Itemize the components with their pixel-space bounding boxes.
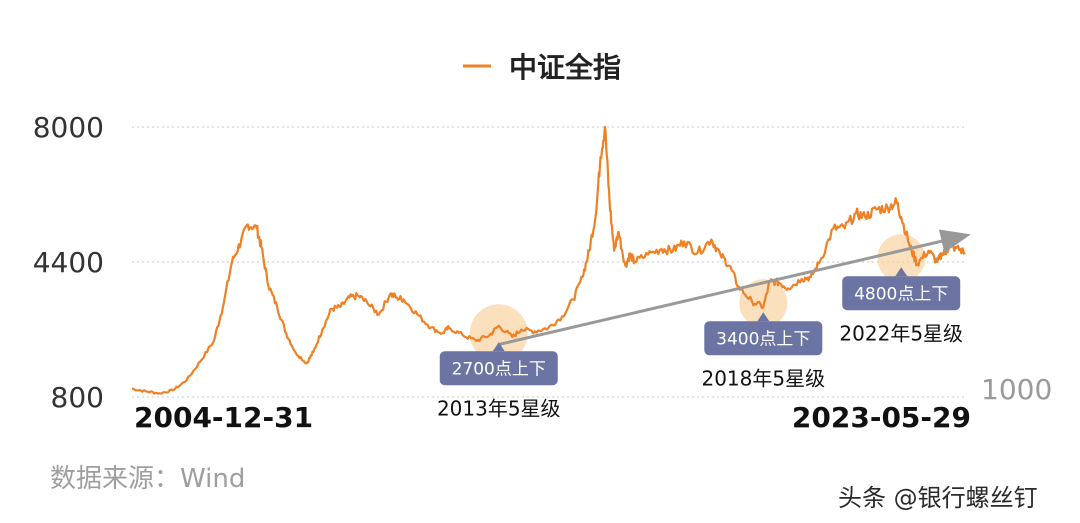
callout-label-1: 3400点上下 <box>716 329 810 349</box>
callout-pointer-2 <box>895 267 908 277</box>
x-axis: 2004-12-31 2023-05-29 <box>134 401 971 434</box>
legend: 中证全指 <box>463 51 621 84</box>
y-tick-label-0: 8000 <box>33 111 104 144</box>
x-tick-label-0: 2004-12-31 <box>134 401 313 434</box>
callout-box-2 <box>842 276 961 311</box>
legend-label: 中证全指 <box>509 51 621 84</box>
callout-pointer-1 <box>757 312 770 322</box>
rating-label-1: 2018年5星级 <box>701 366 825 390</box>
x-tick-label-1: 2023-05-29 <box>792 401 971 434</box>
series-line-0 <box>131 125 966 395</box>
series-layer <box>131 125 966 395</box>
y-axis: 8000 4400 800 1000 <box>33 111 1053 414</box>
callout-pointer-0 <box>492 342 505 352</box>
highlight-circle-0 <box>469 304 528 363</box>
y-tick-label-1: 4400 <box>33 246 104 279</box>
y-right-tick-label-0: 1000 <box>981 373 1052 406</box>
callout-label-0: 2700点上下 <box>452 359 546 379</box>
trend-layer <box>498 229 971 346</box>
data-source-note: 数据来源：Wind <box>50 464 246 494</box>
rating-label-0: 2013年5星级 <box>437 396 561 420</box>
callout-box-1 <box>704 321 823 356</box>
callout-label-2: 4800点上下 <box>854 284 948 304</box>
rating-label-2: 2022年5星级 <box>839 321 963 345</box>
callout-box-0 <box>439 351 558 386</box>
highlight-circle-2 <box>877 234 926 283</box>
watermark: 头条 @银行螺丝钉 <box>838 484 1038 512</box>
gridlines <box>132 126 965 398</box>
y-tick-label-2: 800 <box>51 381 104 414</box>
callouts: 2700点上下 2013年5星级 3400点上下 2018年5星级 4800点上下 202… <box>437 267 963 420</box>
trend-arrow <box>498 229 971 346</box>
